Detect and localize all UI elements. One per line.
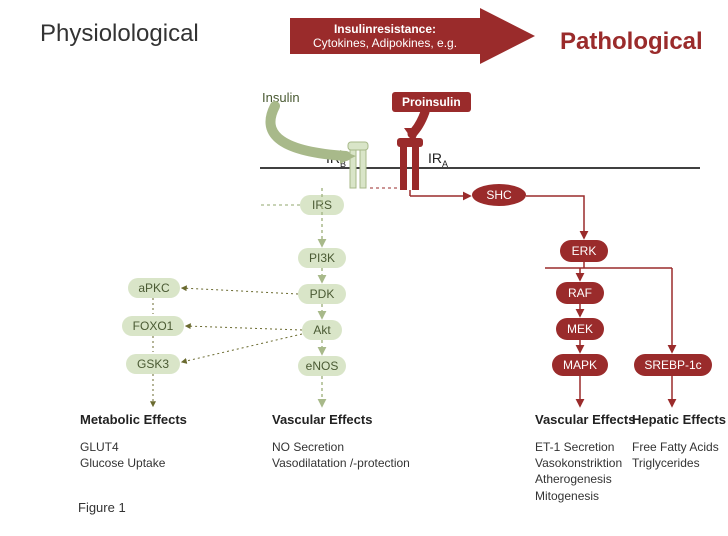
effects-metabolic-body: GLUT4 Glucose Uptake <box>80 439 187 471</box>
effects-hepatic: Hepatic Effects Free Fatty Acids Triglyc… <box>632 412 726 471</box>
node-pdk: PDK <box>298 284 346 304</box>
title-physiological: Physiolological <box>40 20 199 48</box>
node-mapk: MAPK <box>552 354 608 376</box>
effects-vascular-left: Vascular Effects NO Secretion Vasodilata… <box>272 412 410 471</box>
banner-line1: Insulinresistance: <box>296 22 474 36</box>
effects-hepatic-title: Hepatic Effects <box>632 412 726 427</box>
node-gsk3: GSK3 <box>126 354 180 374</box>
ir-a-text: IR <box>428 150 442 166</box>
ir-a-sub: A <box>442 159 448 169</box>
banner-insulin-resistance: Insulinresistance: Cytokines, Adipokines… <box>290 18 480 54</box>
node-erk: ERK <box>560 240 608 262</box>
title-pathological: Pathological <box>560 28 703 56</box>
effects-vascular-right-title: Vascular Effects <box>535 412 635 427</box>
banner-arrowhead-icon <box>480 8 535 64</box>
node-foxo1: FOXO1 <box>122 316 184 336</box>
node-apkc: aPKC <box>128 278 180 298</box>
diagram-stage: Physiolological Pathological Insulinresi… <box>0 0 728 536</box>
node-pi3k: PI3K <box>298 248 346 268</box>
label-proinsulin: Proinsulin <box>392 92 471 112</box>
effects-metabolic: Metabolic Effects GLUT4 Glucose Uptake <box>80 412 187 471</box>
receptor-ir-b-icon <box>348 142 368 188</box>
node-shc: SHC <box>472 184 526 206</box>
figure-label: Figure 1 <box>78 500 126 515</box>
effects-metabolic-title: Metabolic Effects <box>80 412 187 427</box>
node-raf: RAF <box>556 282 604 304</box>
banner-line2: Cytokines, Adipokines, e.g. <box>296 36 474 50</box>
node-akt: Akt <box>302 320 342 340</box>
proinsulin-curve <box>412 112 425 134</box>
effects-hepatic-body: Free Fatty Acids Triglycerides <box>632 439 726 471</box>
label-insulin: Insulin <box>262 90 300 105</box>
ir-b-sub: B <box>340 159 346 169</box>
node-irs: IRS <box>300 195 344 215</box>
effects-vascular-left-body: NO Secretion Vasodilatation /-protection <box>272 439 410 471</box>
ir-b-text: IR <box>326 150 340 166</box>
insulin-curve <box>270 106 346 156</box>
effects-vascular-right: Vascular Effects ET-1 Secretion Vasokons… <box>535 412 635 504</box>
label-ir-b: IRB <box>326 150 346 169</box>
node-mek: MEK <box>556 318 604 340</box>
effects-vascular-left-title: Vascular Effects <box>272 412 410 427</box>
node-enos: eNOS <box>298 356 346 376</box>
node-srebp: SREBP-1c <box>634 354 712 376</box>
label-ir-a: IRA <box>428 150 448 169</box>
receptor-ir-a-icon <box>397 138 423 190</box>
effects-vascular-right-body: ET-1 Secretion Vasokonstriktion Atheroge… <box>535 439 635 504</box>
